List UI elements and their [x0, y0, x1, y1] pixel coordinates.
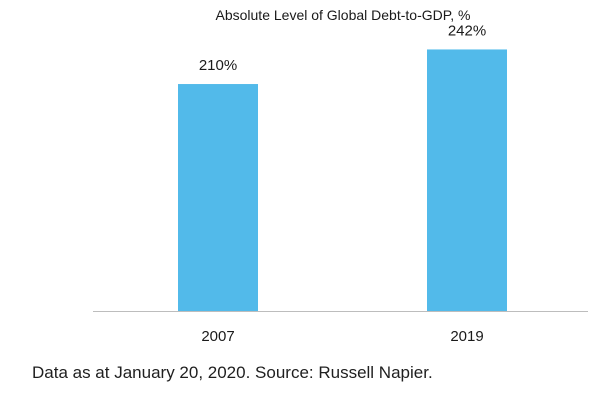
bar-2019: [427, 49, 507, 311]
plot-area: 210% 2007 242% 2019: [178, 22, 507, 345]
x-tick-label-2007: 2007: [201, 328, 234, 345]
bar-2007: [178, 84, 258, 312]
source-footnote: Data as at January 20, 2020. Source: Rus…: [32, 363, 433, 382]
data-label-2007: 210%: [199, 57, 237, 74]
x-tick-label-2019: 2019: [450, 328, 483, 345]
bar-chart: Absolute Level of Global Debt-to-GDP, % …: [93, 7, 588, 345]
chart-title: Absolute Level of Global Debt-to-GDP, %: [216, 7, 471, 23]
data-label-2019: 242%: [448, 22, 486, 39]
